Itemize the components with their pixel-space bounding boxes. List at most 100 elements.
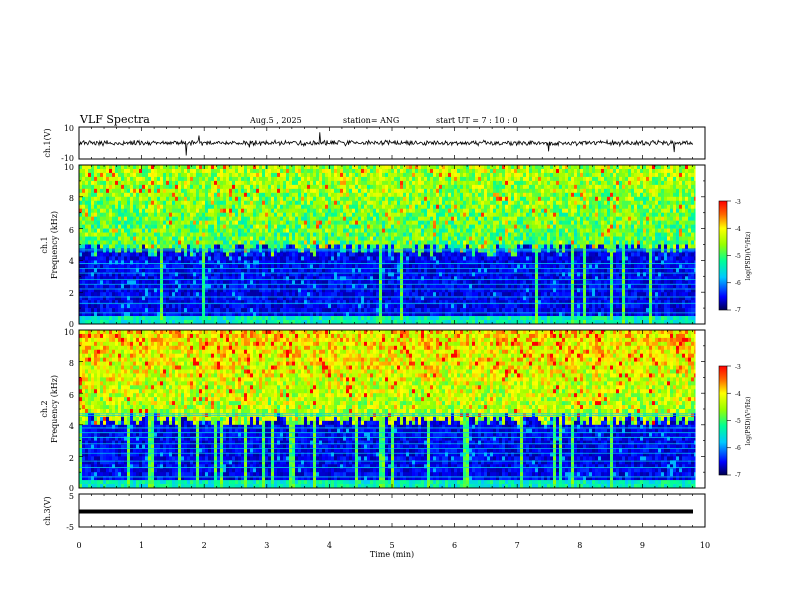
spectrogram-cell [355,180,358,186]
spectrogram-cell [376,272,379,277]
spectrogram-cell [88,168,91,174]
spectrogram-cell [310,176,313,182]
spectrogram-cell [424,280,427,285]
spectrogram-cell [178,316,181,321]
spectrogram-cell [388,220,391,225]
spectrogram-cell [130,168,133,174]
spectrogram-cell [298,276,301,281]
spectrogram-column [262,165,265,325]
spectrogram-cell [400,184,403,190]
spectrogram-cell [142,292,145,297]
spectrogram-cell [91,272,94,277]
spectrogram-cell [367,272,370,277]
spectrogram-cell [421,244,424,249]
spectrogram-cell [376,232,379,237]
spectrogram-cell [292,272,295,277]
spectrogram-cell [103,184,106,190]
spectrogram-cell [433,276,436,281]
spectrogram-cell [352,320,355,325]
spectrogram-cell [223,216,226,221]
spectrogram-cell [100,312,103,317]
spectrogram-cell [277,196,280,202]
spectrogram-cell [298,204,301,210]
spectrogram-cell [130,292,133,297]
spectrogram-cell [427,300,430,305]
spectrogram-cell [127,300,130,305]
spectrogram-column [136,165,139,325]
spectrogram-cell [316,208,319,213]
spectrogram-cell [130,300,133,305]
spectrogram-cell [385,220,388,225]
spectrogram-cell [328,304,331,309]
spectrogram-cell [427,256,430,261]
spectrogram-cell [115,280,118,285]
spectrogram-cell [94,312,97,317]
spectrogram-cell [424,212,427,217]
spectrogram-cell [283,180,286,186]
spectrogram-cell [139,188,142,194]
spectrogram-cell [259,176,262,182]
spectrogram-cell [262,216,265,221]
spectrogram-cell [91,300,94,305]
spectrogram-cell [421,168,424,174]
spectrogram-cell [127,320,130,325]
spectrogram-cell [352,288,355,293]
spectrogram-cell [163,276,166,281]
spectrogram-cell [232,165,235,170]
spectrogram-cell [268,268,271,273]
spectrogram-cell [394,304,397,309]
spectrogram-cell [139,320,142,325]
spectrogram-column [190,165,193,325]
spectrogram-cell [280,192,283,198]
spectrogram-cell [415,168,418,174]
spectrogram-cell [109,200,112,206]
spectrogram-cell [427,165,430,170]
spectrogram-cell [256,196,259,202]
spectrogram-cell [277,284,280,289]
spectrogram-cell [160,236,163,241]
spectrogram-cell [427,212,430,217]
spectrogram-cell [283,292,286,297]
spectrogram-cell [229,288,232,293]
spectrogram-cell [100,292,103,297]
spectrogram-cell [313,312,316,317]
spectrogram-cell [391,188,394,194]
spectrogram-cell [301,176,304,182]
spectrogram-cell [274,216,277,221]
spectrogram-cell [145,188,148,194]
spectrogram-cell [130,260,133,265]
spectrogram-cell [301,320,304,325]
spectrogram-cell [364,252,367,257]
spectrogram-cell [382,200,385,206]
spectrogram-cell [256,288,259,293]
spectrogram-cell [394,244,397,249]
spectrogram-cell [349,216,352,221]
spectrogram-cell [106,280,109,285]
spectrogram-cell [340,272,343,277]
spectrogram-cell [310,196,313,202]
spectrogram-cell [376,204,379,210]
spectrogram-cell [127,200,130,206]
spectrogram-cell [376,292,379,297]
spectrogram-cell [256,192,259,198]
spectrogram-cell [184,288,187,293]
spectrogram-cell [388,296,391,301]
spectrogram-cell [304,204,307,210]
spectrogram-cell [130,208,133,213]
spectrogram-cell [349,208,352,213]
spectrogram-cell [175,276,178,281]
spectrogram-cell [256,252,259,257]
spectrogram-cell [109,165,112,170]
spectrogram-cell [220,212,223,217]
spectrogram-cell [163,216,166,221]
spectrogram-cell [253,180,256,186]
spectrogram-cell [244,240,247,245]
spectrogram-cell [256,168,259,174]
spectrogram-cell [265,292,268,297]
spectrogram-cell [280,240,283,245]
spectrogram-cell [127,196,130,202]
spectrogram-cell [400,292,403,297]
spectrogram-cell [247,240,250,245]
spectrogram-cell [103,284,106,289]
spectrogram-cell [355,192,358,198]
